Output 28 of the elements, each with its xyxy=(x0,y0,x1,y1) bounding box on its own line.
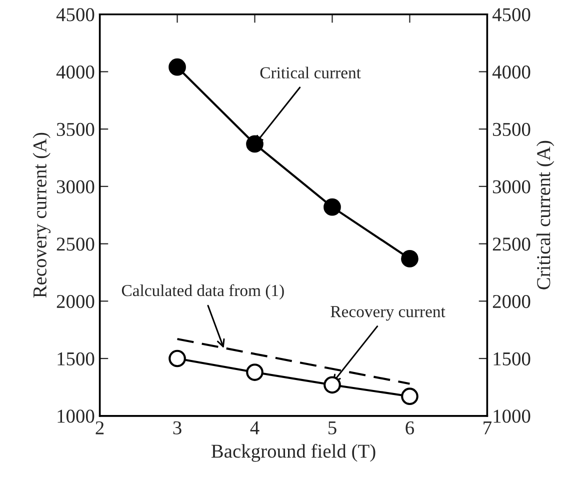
y2-axis-title: Critical current (A) xyxy=(536,140,554,290)
y2-tick-label: 4500 xyxy=(492,8,530,22)
annotation: Recovery current xyxy=(330,306,446,321)
x-tick-label: 2 xyxy=(96,421,104,434)
x-tick-label: 3 xyxy=(173,421,182,434)
x-tick-label: 6 xyxy=(406,421,414,434)
y2-tick-label: 2000 xyxy=(492,294,530,308)
x-tick-label: 4 xyxy=(250,421,260,434)
annotation: Critical current xyxy=(260,66,361,78)
y-tick-label: 2500 xyxy=(56,238,94,251)
annotation: Calculated data from (1) xyxy=(122,284,284,300)
y-tick-label: 1500 xyxy=(58,352,94,366)
y2-tick-label: 1500 xyxy=(494,352,530,366)
y-tick-label: 4000 xyxy=(56,66,94,79)
y2-tick-label: 2500 xyxy=(492,238,530,251)
y2-tick-label: 3500 xyxy=(493,122,530,136)
y-tick-label: 4500 xyxy=(56,8,94,22)
y2-tick-label: 3000 xyxy=(493,180,530,194)
x-tick-label: 7 xyxy=(484,421,492,434)
y2-tick-label: 1000 xyxy=(494,410,530,423)
y-tick-label: 1000 xyxy=(58,410,94,423)
x-axis-title: Background field (T) xyxy=(211,444,376,462)
x-tick-label: 5 xyxy=(328,421,336,434)
y-tick-label: 3000 xyxy=(56,180,94,194)
y-tick-label: 2000 xyxy=(56,294,94,308)
y-axis-title: Recovery current (A) xyxy=(32,132,50,298)
y2-tick-label: 4000 xyxy=(492,66,530,79)
y-tick-label: 3500 xyxy=(56,122,94,136)
